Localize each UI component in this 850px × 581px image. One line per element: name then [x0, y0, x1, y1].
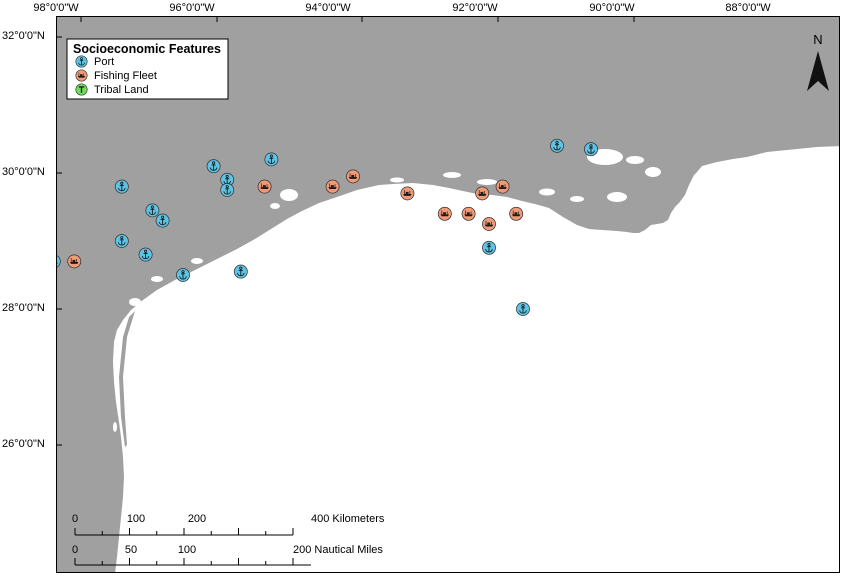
fishing-fleet-marker[interactable] [475, 186, 490, 201]
fishing-boat-icon [75, 69, 88, 82]
port-marker[interactable] [481, 240, 497, 255]
longitude-label-90w: 90°0'0"W [589, 2, 635, 14]
latitude-label-26n: 26°0'0"N [2, 438, 45, 450]
port-marker[interactable] [155, 213, 170, 228]
port-marker[interactable] [114, 179, 129, 194]
fishing-fleet-marker[interactable] [461, 206, 476, 221]
port-marker[interactable] [233, 264, 248, 279]
longitude-label-88w: 88°0'0"W [725, 2, 771, 14]
longitude-label-94w: 94°0'0"W [305, 2, 351, 14]
port-marker[interactable] [114, 233, 129, 249]
legend-box [66, 38, 229, 100]
legend-item-fishing-fleet: Fishing Fleet [94, 70, 157, 82]
scale-km-label-100: 100 [127, 513, 145, 525]
scale-nm-label-100: 100 [178, 544, 196, 556]
port-marker[interactable] [264, 152, 279, 167]
north-arrow-icon [807, 51, 829, 91]
port-marker[interactable] [583, 142, 599, 157]
tribal-land-icon [75, 83, 88, 96]
fishing-fleet-marker[interactable] [400, 186, 415, 201]
map-canvas[interactable]: N Socioeconomic Features Port Fishing Fl… [57, 17, 840, 573]
scale-nm-label-50: 50 [125, 544, 137, 556]
port-marker[interactable] [220, 182, 235, 198]
north-arrow: N [807, 32, 829, 91]
port-marker[interactable] [175, 267, 191, 283]
fishing-fleet-marker[interactable] [67, 254, 82, 269]
port-marker[interactable] [145, 203, 160, 218]
latitude-label-30n: 30°0'0"N [2, 166, 45, 178]
port-marker[interactable] [138, 247, 153, 262]
longitude-label-96w: 96°0'0"W [169, 2, 215, 14]
port-marker[interactable] [549, 138, 565, 153]
scale-nm-label-0: 0 [72, 544, 78, 556]
fishing-fleet-marker[interactable] [345, 169, 361, 184]
scale-km-label-200: 200 [188, 513, 206, 525]
scale-nm-label-200: 200 Nautical Miles [293, 544, 383, 556]
legend-item-tribal-land: Tribal Land [94, 84, 149, 96]
fishing-fleet-marker[interactable] [437, 206, 452, 221]
legend-title: Socioeconomic Features [73, 42, 221, 56]
fishing-fleet-marker[interactable] [325, 179, 340, 194]
port-marker[interactable] [206, 159, 221, 174]
map-frame: N Socioeconomic Features Port Fishing Fl… [56, 16, 840, 573]
scale-km-label-0: 0 [72, 513, 78, 525]
anchor-icon [75, 55, 88, 68]
scale-bar-kilometers: 0 100 200 400 Kilometers [72, 513, 385, 536]
longitude-label-92w: 92°0'0"W [452, 2, 498, 14]
latitude-label-28n: 28°0'0"N [2, 302, 45, 314]
legend: Socioeconomic Features Port Fishing Flee… [66, 38, 229, 100]
scale-bar-nautical-miles: 0 50 100 200 Nautical Miles [72, 544, 383, 566]
port-marker[interactable] [515, 301, 531, 317]
inland-lakes [113, 149, 661, 432]
scale-km-label-400: 400 Kilometers [311, 513, 385, 525]
latitude-label-32n: 32°0'0"N [2, 30, 45, 42]
fishing-fleet-marker[interactable] [257, 179, 272, 194]
graticule [57, 17, 635, 446]
legend-item-port: Port [94, 56, 114, 68]
fishing-fleet-marker[interactable] [495, 179, 510, 194]
barrier-island-padre [119, 311, 135, 447]
north-arrow-label: N [813, 32, 822, 47]
longitude-label-98w: 98°0'0"W [33, 2, 79, 14]
fishing-fleet-marker[interactable] [509, 206, 524, 221]
land-mass [57, 17, 839, 572]
fishing-fleet-marker[interactable] [481, 216, 497, 232]
